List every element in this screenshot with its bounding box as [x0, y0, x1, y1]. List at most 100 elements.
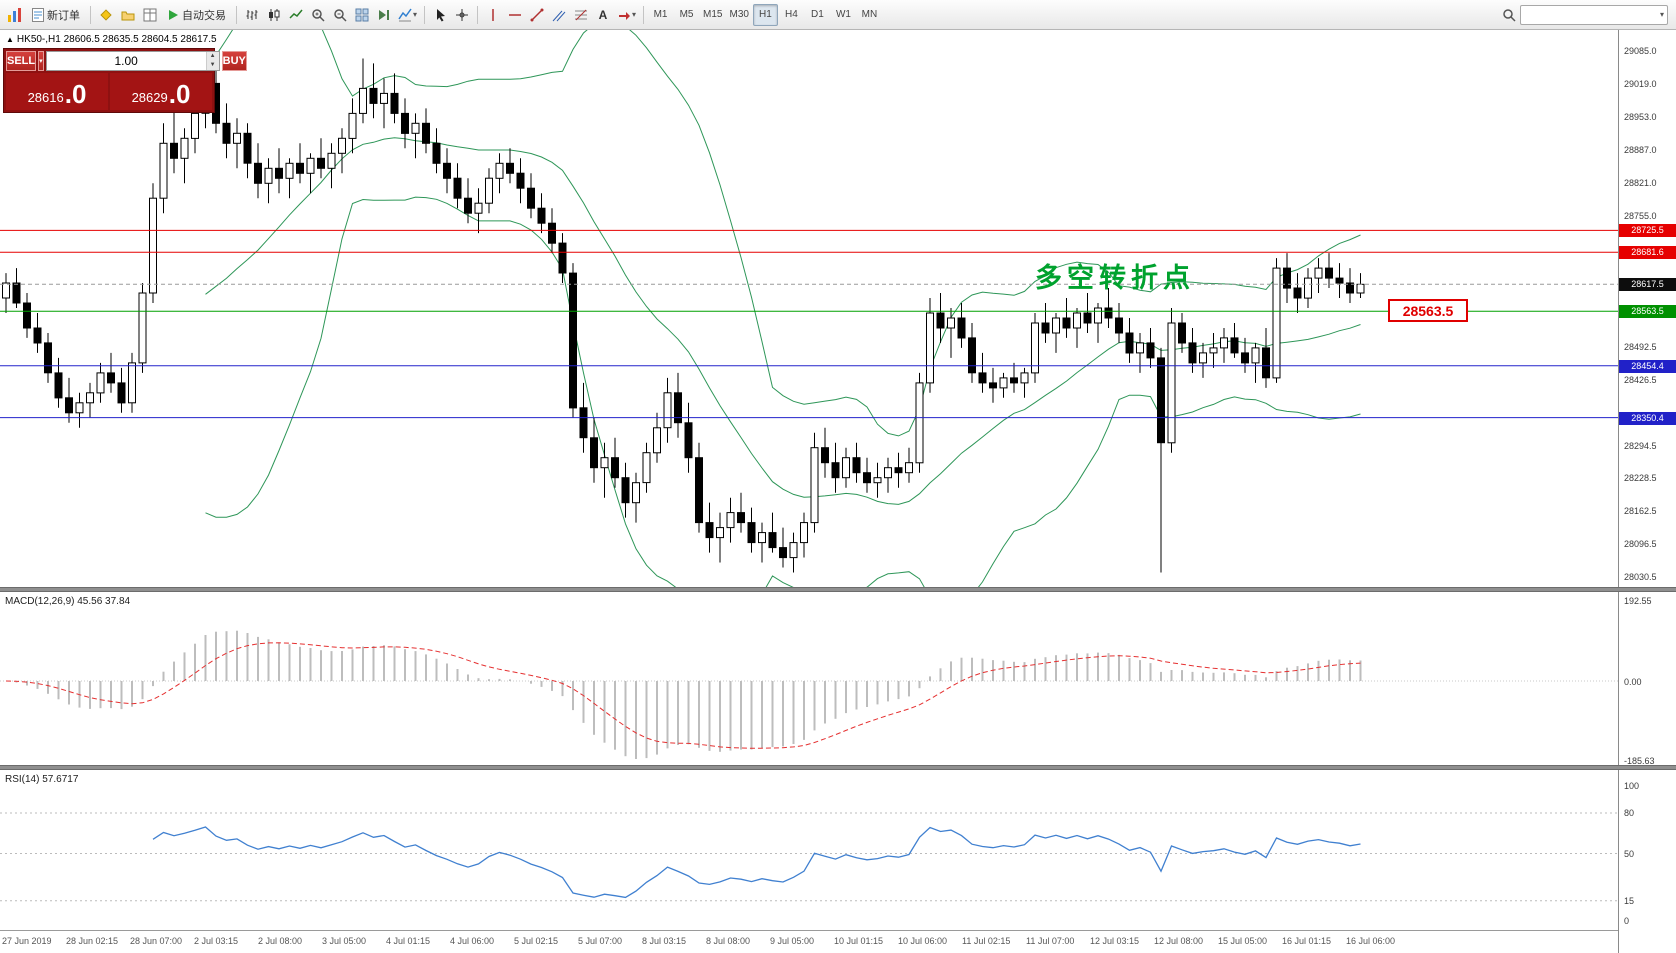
timeframe-m5-button[interactable]: M5 [679, 9, 694, 20]
timeframe-m15-button[interactable]: M15 [703, 9, 723, 20]
rsi-axis-label: 0 [1624, 916, 1630, 926]
toolbar-separator [643, 5, 645, 24]
candlestick-chart-icon[interactable] [263, 4, 285, 26]
crosshair-icon[interactable] [451, 4, 473, 26]
time-axis-label: 2 Jul 08:00 [258, 936, 303, 946]
rsi-panel[interactable] [0, 770, 1618, 930]
timeframe-h1-button[interactable]: H1 [752, 3, 778, 26]
buy-price-big: .0 [168, 79, 191, 109]
chart-shift-icon[interactable] [373, 4, 395, 26]
new-order-button[interactable]: 新订单 [26, 4, 86, 26]
macd-axis-label: 0.00 [1624, 677, 1642, 687]
main-price-chart[interactable] [0, 30, 1618, 587]
tile-windows-icon[interactable] [351, 4, 373, 26]
trade-panel-prices: 28616 .0 28629 .0 [6, 73, 212, 110]
price-axis-label: 29019.0 [1624, 79, 1657, 89]
channel-icon [552, 10, 566, 21]
trendline-icon [530, 8, 544, 21]
text-tool-icon[interactable]: A [598, 7, 608, 22]
tiles-icon [355, 8, 369, 21]
turning-point-annotation: 多空转折点 [1035, 263, 1195, 293]
panel-splitter[interactable] [0, 587, 1676, 592]
volume-up-button[interactable]: ▲ [206, 52, 219, 61]
zoom-in-icon[interactable] [307, 4, 329, 26]
channel-tool-icon[interactable] [548, 4, 570, 26]
volume-input[interactable] [46, 52, 206, 70]
order-page-icon [32, 7, 44, 22]
macd-axis-label: -185.63 [1624, 756, 1655, 766]
rsi-title: RSI(14) 57.6717 [5, 774, 79, 785]
macd-panel[interactable] [0, 592, 1618, 765]
macd-axis-label: 192.55 [1624, 596, 1652, 606]
profiles-icon[interactable] [117, 4, 139, 26]
symbol-ohlc-text: HK50-,H1 28606.5 28635.5 28604.5 28617.5 [16, 34, 217, 45]
time-axis-label: 11 Jul 07:00 [1026, 936, 1075, 946]
symbol-search-input[interactable]: ▾ [1520, 4, 1668, 25]
autotrading-button[interactable]: 自动交易 [161, 4, 232, 26]
trendline-tool-icon[interactable] [526, 4, 548, 26]
price-level-tag: 28725.5 [1619, 224, 1676, 237]
chevron-down-icon: ▾ [413, 10, 418, 19]
timeframe-w1-button[interactable]: W1 [835, 9, 851, 20]
polyline-icon [289, 9, 303, 19]
trade-panel-controls: SELL ▾ ▲ ▼ BUY [6, 51, 247, 71]
line-chart-icon[interactable] [285, 4, 307, 26]
price-axis-label: 28096.5 [1624, 539, 1657, 549]
bar-chart-icon[interactable] [241, 4, 263, 26]
time-axis-label: 10 Jul 06:00 [898, 936, 948, 946]
toolbar-separator [477, 5, 479, 24]
macd-title: MACD(12,26,9) 45.56 37.84 [5, 596, 131, 607]
current-price-tag: 28617.5 [1619, 278, 1676, 291]
timeframe-h4-button[interactable]: H4 [785, 9, 798, 20]
panel-splitter[interactable] [0, 765, 1676, 770]
time-axis-label: 9 Jul 05:00 [770, 936, 815, 946]
price-axis-label: 28492.5 [1624, 342, 1657, 352]
grid-window-icon [143, 8, 157, 21]
order-type-dropdown[interactable]: ▾ [38, 51, 44, 71]
time-axis-label: 4 Jul 01:15 [386, 936, 431, 946]
search-icon[interactable] [1502, 8, 1516, 22]
sell-price[interactable]: 28616 .0 [6, 73, 108, 110]
time-axis-label: 12 Jul 08:00 [1154, 936, 1204, 946]
price-callout-label[interactable]: 28563.5 [1388, 299, 1468, 322]
toolbar-separator [424, 5, 426, 24]
time-axis-label: 5 Jul 07:00 [578, 936, 623, 946]
time-axis-label: 28 Jun 07:00 [130, 936, 183, 946]
volume-down-button[interactable]: ▼ [206, 61, 219, 70]
buy-button[interactable]: BUY [221, 51, 247, 71]
time-axis-label: 5 Jul 02:15 [514, 936, 559, 946]
rsi-axis-label: 80 [1624, 808, 1635, 818]
cross-icon [456, 8, 469, 21]
arrows-tool-icon[interactable]: ▾ [614, 4, 639, 26]
pointer-icon [436, 8, 445, 21]
fibonacci-tool-icon[interactable] [570, 4, 592, 26]
arrow-stamp-icon [619, 11, 631, 20]
price-axis: 29085.0 29019.0 28953.0 28887.0 28821.0 28755… [1618, 30, 1676, 953]
folder-icon [121, 11, 135, 20]
horizontal-line-tool-icon[interactable] [504, 4, 526, 26]
indicators-icon[interactable]: ▾ [395, 4, 420, 26]
rsi-axis-label: 50 [1624, 849, 1635, 859]
buy-price[interactable]: 28629 .0 [110, 73, 212, 110]
terminal-icon[interactable] [4, 4, 26, 26]
symbol-marker-icon: ▲ [6, 35, 14, 44]
price-level-tag: 28454.4 [1619, 360, 1676, 373]
zoom-out-icon[interactable] [329, 4, 351, 26]
timeframe-mn-button[interactable]: MN [861, 9, 878, 20]
symbol-ohlc-header: ▲ HK50-,H1 28606.5 28635.5 28604.5 28617.… [6, 34, 217, 45]
time-axis-label: 8 Jul 08:00 [706, 936, 751, 946]
price-axis-label: 28228.5 [1624, 473, 1657, 483]
magnifier-minus-icon [334, 8, 347, 22]
vertical-line-tool-icon[interactable] [482, 4, 504, 26]
timeframe-d1-button[interactable]: D1 [811, 9, 824, 20]
cursor-icon[interactable] [429, 4, 451, 26]
volume-field: ▲ ▼ [45, 51, 220, 71]
rsi-axis-label: 15 [1624, 896, 1635, 906]
scroll-end-icon [379, 9, 389, 20]
timeframe-m30-button[interactable]: M30 [729, 9, 749, 20]
sell-button[interactable]: SELL [6, 51, 37, 71]
toolbar-separator [90, 5, 91, 24]
metaeditor-icon[interactable] [95, 4, 117, 26]
timeframe-m1-button[interactable]: M1 [653, 9, 668, 20]
data-window-icon[interactable] [139, 4, 161, 26]
